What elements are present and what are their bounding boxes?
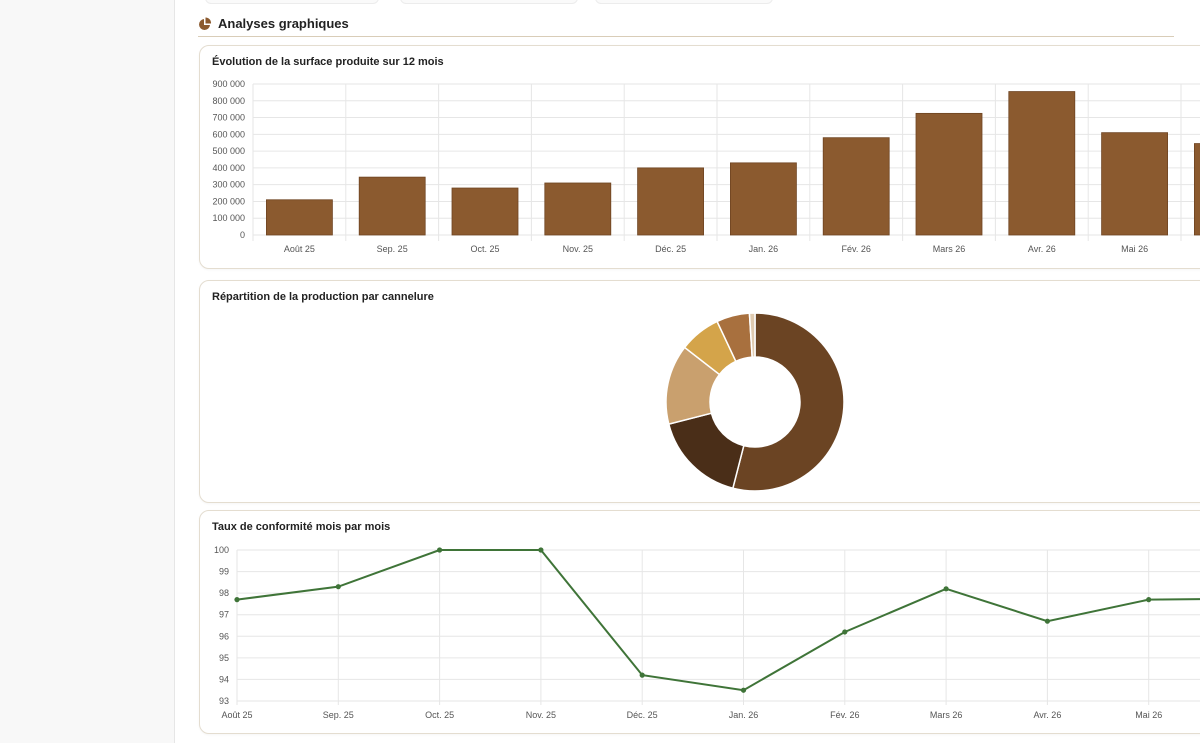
data-point xyxy=(437,547,443,553)
bar xyxy=(266,199,333,236)
bar-chart: 900 000 800 000 700 000 600 000 500 000 400 0… xyxy=(212,79,1200,254)
y-tick-label: 95 xyxy=(219,653,229,663)
data-point xyxy=(943,586,949,592)
donut-slice xyxy=(731,312,845,492)
donut-chart xyxy=(665,312,845,492)
bar xyxy=(1008,91,1076,236)
chart-title: Répartition de la production par cannelu… xyxy=(212,291,434,303)
x-tick-label: Sep. 25 xyxy=(377,244,408,254)
y-tick-label: 100 xyxy=(214,545,229,555)
bar xyxy=(451,187,519,236)
bar xyxy=(730,162,797,236)
top-tab-2[interactable] xyxy=(400,0,578,4)
x-tick-label: Nov. 25 xyxy=(526,710,556,720)
bar xyxy=(1101,132,1168,236)
x-tick-label: Avr. 26 xyxy=(1028,244,1056,254)
data-point xyxy=(740,687,747,693)
line-chart-card: Taux de conformité mois par mois 100 99 98… xyxy=(199,510,1200,734)
y-tick-label: 98 xyxy=(219,588,229,598)
x-tick-label: Sep. 25 xyxy=(323,710,354,720)
y-tick-label: 97 xyxy=(219,610,229,620)
y-tick-label: 99 xyxy=(219,567,229,577)
bar-chart-card: Évolution de la surface produite sur 12 … xyxy=(199,45,1200,269)
x-tick-label: Mars 26 xyxy=(933,244,966,254)
y-tick-label: 700 000 xyxy=(212,113,245,123)
section-title: Analyses graphiques xyxy=(218,15,349,31)
bar xyxy=(915,112,983,236)
y-tick-label: 900 000 xyxy=(212,79,245,89)
data-point xyxy=(639,672,645,678)
data-point xyxy=(1044,618,1050,624)
main-content: Analyses graphiques Évolution de la surf… xyxy=(175,0,1200,743)
x-tick-label: Août 25 xyxy=(284,244,315,254)
x-tick-label: Jan. 26 xyxy=(749,244,779,254)
data-point xyxy=(1146,597,1152,603)
x-tick-label: Oct. 25 xyxy=(425,710,454,720)
top-tab-3[interactable] xyxy=(595,0,773,4)
y-tick-label: 200 000 xyxy=(212,196,245,206)
bar xyxy=(358,176,426,236)
y-tick-label: 400 000 xyxy=(212,163,245,173)
data-point xyxy=(842,629,848,635)
x-tick-label: Oct. 25 xyxy=(470,244,499,254)
y-tick-label: 600 000 xyxy=(212,129,245,139)
x-tick-label: Déc. 25 xyxy=(627,710,658,720)
x-tick-label: Fév. 26 xyxy=(830,710,859,720)
y-tick-label: 800 000 xyxy=(212,96,245,106)
donut-slice xyxy=(748,312,756,358)
data-point xyxy=(335,584,341,590)
bar xyxy=(544,182,612,236)
x-tick-label: Fév. 26 xyxy=(842,244,871,254)
x-tick-label: Jan. 26 xyxy=(729,710,759,720)
bar xyxy=(637,167,705,236)
y-tick-label: 500 000 xyxy=(212,146,245,156)
x-tick-label: Avr. 26 xyxy=(1033,710,1061,720)
x-tick-label: Déc. 25 xyxy=(655,244,686,254)
x-tick-label: Mai 26 xyxy=(1135,710,1162,720)
x-tick-label: Nov. 25 xyxy=(563,244,593,254)
y-tick-label: 96 xyxy=(219,631,229,641)
y-tick-label: 0 xyxy=(240,230,245,240)
y-tick-label: 100 000 xyxy=(212,213,245,223)
y-tick-label: 300 000 xyxy=(212,180,245,190)
data-point xyxy=(538,547,544,553)
y-tick-label: 93 xyxy=(219,696,229,706)
bar xyxy=(822,137,890,236)
donut-chart-card: Répartition de la production par cannelu… xyxy=(199,280,1200,503)
chart-title: Évolution de la surface produite sur 12 … xyxy=(212,56,444,68)
donut-slice xyxy=(667,412,745,490)
series-line xyxy=(236,549,1200,692)
y-tick-label: 94 xyxy=(219,674,229,684)
sidebar xyxy=(0,0,175,743)
x-tick-label: Mai 26 xyxy=(1121,244,1148,254)
data-point xyxy=(234,597,240,603)
line-chart: 100 99 98 97 96 95 94 93 Août 25 Sep. 25 Oct. 25 No… xyxy=(214,545,1200,720)
pie-chart-icon xyxy=(198,17,212,31)
bar xyxy=(1194,143,1200,236)
top-tab-1[interactable] xyxy=(205,0,379,4)
chart-title: Taux de conformité mois par mois xyxy=(212,521,391,533)
x-tick-label: Août 25 xyxy=(221,710,252,720)
section-header: Analyses graphiques xyxy=(198,12,1174,37)
x-tick-label: Mars 26 xyxy=(930,710,963,720)
